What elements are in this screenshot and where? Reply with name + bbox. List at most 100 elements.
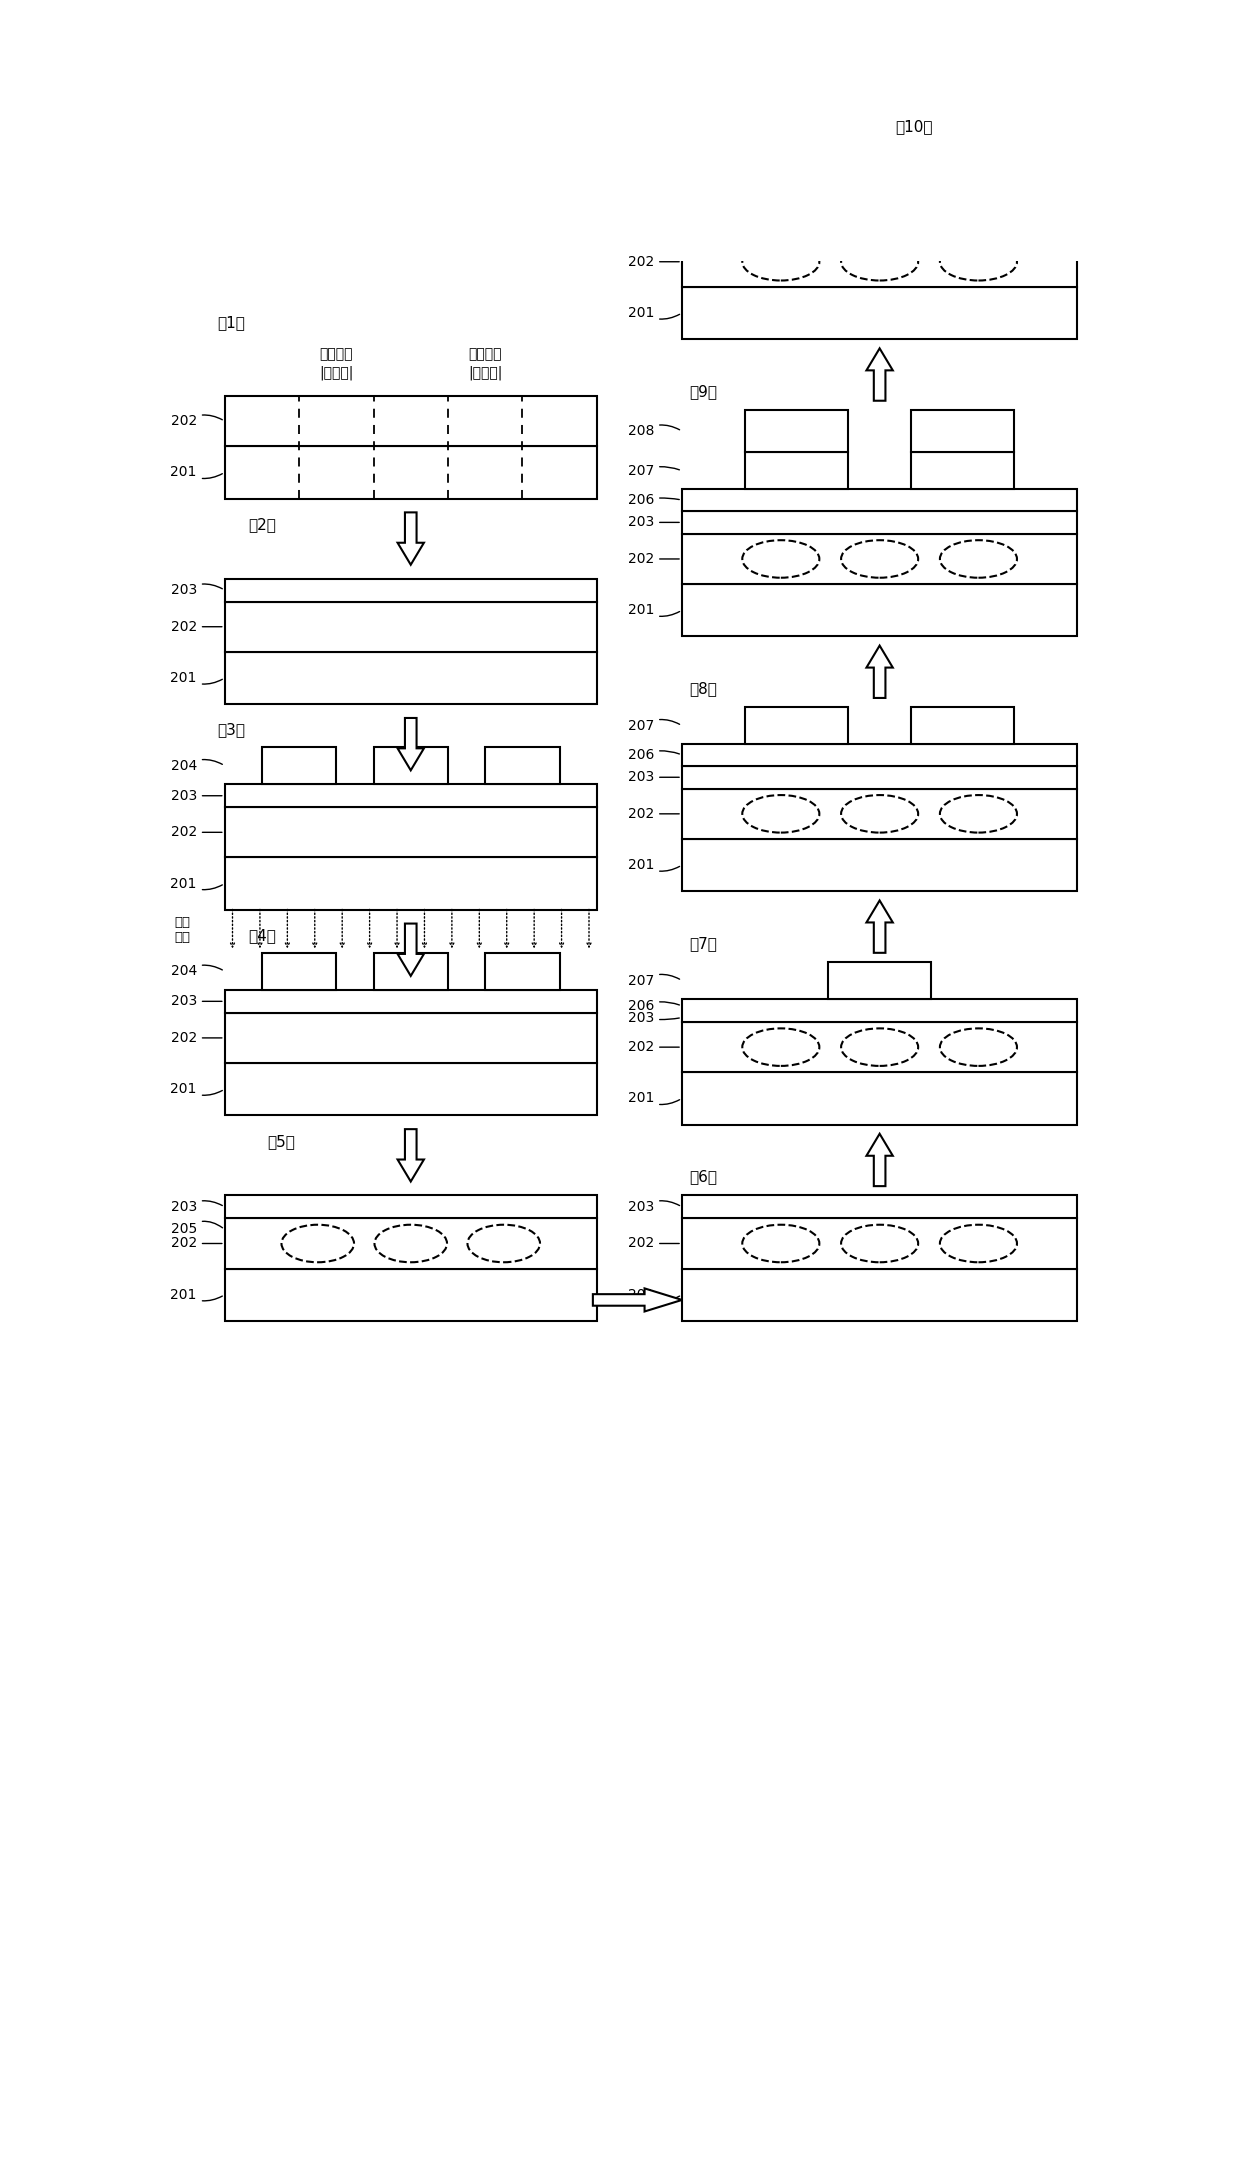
Text: 202: 202: [627, 1041, 680, 1054]
Text: 202: 202: [171, 414, 222, 429]
Bar: [682, 767, 1078, 788]
Ellipse shape: [940, 1224, 1017, 1263]
Text: 201: 201: [170, 671, 222, 684]
FancyArrow shape: [398, 512, 424, 564]
FancyArrow shape: [398, 923, 424, 976]
Text: 202: 202: [171, 1030, 222, 1045]
Text: 201: 201: [627, 603, 680, 616]
FancyArrow shape: [398, 719, 424, 771]
Text: （7）: （7）: [689, 937, 718, 952]
Text: 201: 201: [627, 1287, 680, 1302]
Text: 欧姆接触: 欧姆接触: [320, 348, 353, 362]
Ellipse shape: [841, 1224, 918, 1263]
Bar: [224, 396, 596, 446]
Text: 201: 201: [170, 1287, 222, 1302]
Bar: [828, 963, 931, 1000]
Text: （6）: （6）: [689, 1170, 718, 1185]
Text: 206: 206: [627, 492, 680, 507]
Ellipse shape: [940, 1028, 1017, 1065]
Bar: [485, 952, 559, 989]
Ellipse shape: [467, 1224, 541, 1263]
FancyArrow shape: [867, 645, 893, 697]
FancyArrow shape: [398, 1128, 424, 1180]
Bar: [682, 745, 1078, 767]
Ellipse shape: [743, 244, 820, 281]
Text: 202: 202: [171, 1237, 222, 1250]
Text: 202: 202: [627, 551, 680, 566]
Bar: [224, 446, 596, 499]
Ellipse shape: [743, 1224, 820, 1263]
Bar: [682, 1000, 1078, 1021]
Bar: [911, 409, 1014, 453]
Text: 203: 203: [171, 1200, 222, 1213]
Bar: [373, 952, 448, 989]
Bar: [682, 1268, 1078, 1320]
Bar: [224, 1063, 596, 1115]
Text: 201: 201: [627, 305, 680, 320]
Bar: [682, 237, 1078, 287]
Text: 201: 201: [627, 858, 680, 871]
Ellipse shape: [841, 795, 918, 832]
Text: （4）: （4）: [248, 928, 275, 943]
Text: 207: 207: [627, 974, 680, 987]
Bar: [224, 1268, 596, 1320]
Bar: [682, 788, 1078, 839]
Ellipse shape: [743, 795, 820, 832]
Text: （5）: （5）: [268, 1135, 295, 1148]
Text: 206: 206: [627, 747, 680, 762]
Bar: [262, 747, 336, 784]
Text: （3）: （3）: [217, 723, 246, 738]
Ellipse shape: [281, 1224, 355, 1263]
Bar: [224, 1196, 596, 1218]
Text: 203: 203: [627, 516, 680, 529]
Bar: [224, 651, 596, 703]
Bar: [745, 409, 848, 453]
Text: 206: 206: [627, 1000, 680, 1013]
FancyArrow shape: [593, 1289, 682, 1311]
Text: 202: 202: [627, 255, 680, 268]
Text: 203: 203: [171, 995, 222, 1008]
Bar: [682, 839, 1078, 891]
Ellipse shape: [940, 540, 1017, 577]
Text: （2）: （2）: [248, 516, 275, 531]
Text: 202: 202: [171, 621, 222, 634]
Text: 204: 204: [171, 965, 222, 978]
Bar: [224, 784, 596, 808]
Bar: [682, 1072, 1078, 1124]
Bar: [224, 989, 596, 1013]
Text: 201: 201: [170, 876, 222, 891]
Bar: [682, 192, 1078, 213]
Bar: [682, 512, 1078, 534]
Ellipse shape: [743, 1028, 820, 1065]
Text: 201: 201: [170, 1082, 222, 1096]
Bar: [224, 858, 596, 910]
Bar: [911, 150, 1014, 192]
Text: |电极区|: |电极区|: [467, 366, 502, 381]
Text: 201: 201: [627, 1091, 680, 1106]
Bar: [682, 1218, 1078, 1268]
Text: 203: 203: [627, 771, 680, 784]
Bar: [682, 490, 1078, 512]
Text: （10）: （10）: [895, 120, 932, 135]
Text: 203: 203: [171, 584, 222, 597]
Text: |电极区|: |电极区|: [319, 366, 353, 381]
Ellipse shape: [841, 540, 918, 577]
Ellipse shape: [940, 795, 1017, 832]
Bar: [745, 708, 848, 745]
Bar: [224, 1013, 596, 1063]
Ellipse shape: [841, 1028, 918, 1065]
Bar: [682, 287, 1078, 340]
FancyArrow shape: [867, 1135, 893, 1187]
Text: 204: 204: [171, 758, 222, 773]
Text: 208: 208: [627, 425, 680, 438]
Bar: [682, 534, 1078, 584]
Text: （8）: （8）: [689, 682, 718, 697]
Bar: [224, 601, 596, 651]
Text: 203: 203: [627, 1200, 680, 1213]
Bar: [262, 952, 336, 989]
Bar: [745, 150, 848, 192]
Bar: [682, 584, 1078, 636]
Text: 离子
注入: 离子 注入: [174, 915, 190, 943]
Text: 202: 202: [627, 806, 680, 821]
Text: 202: 202: [171, 825, 222, 839]
